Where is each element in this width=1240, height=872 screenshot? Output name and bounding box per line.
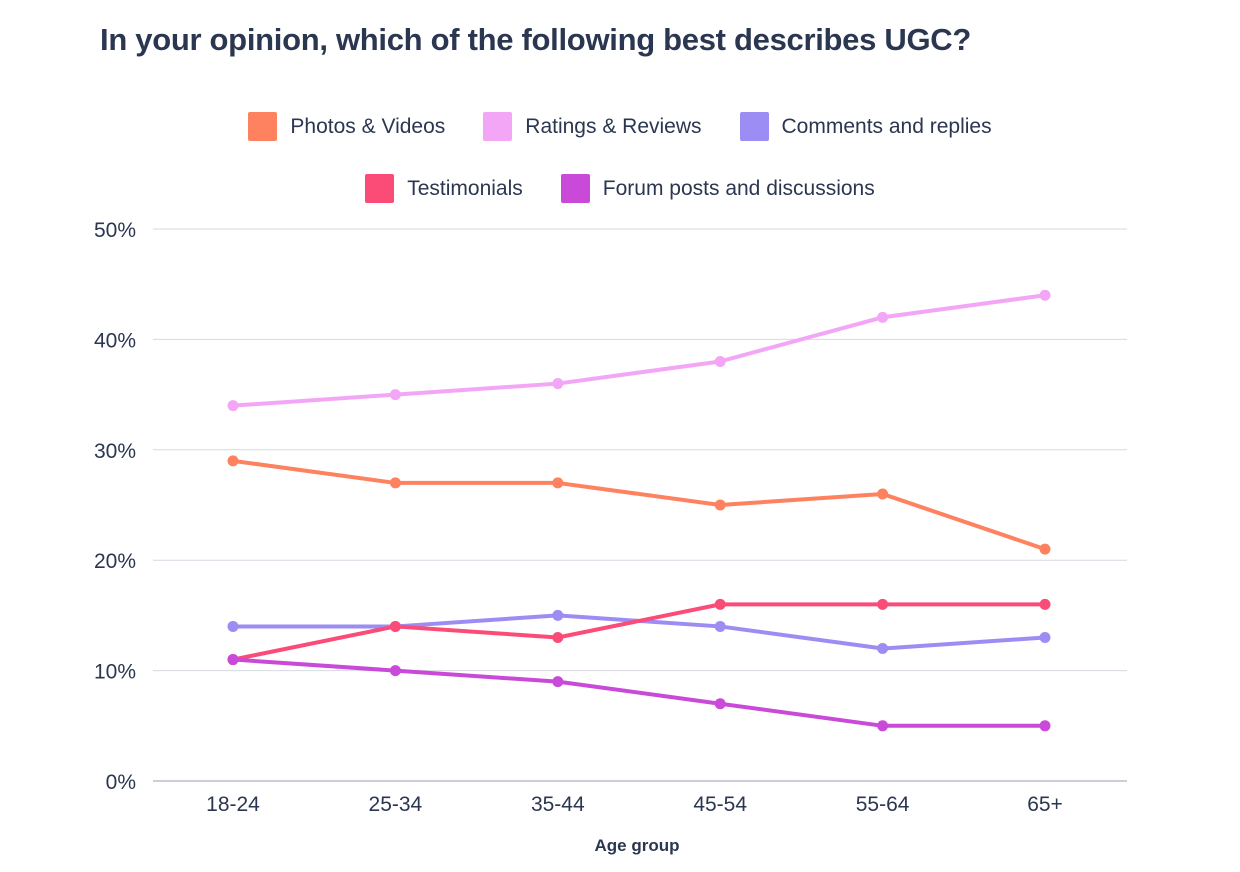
- y-tick-label: 10%: [94, 661, 136, 684]
- legend-row-1: Photos & Videos Ratings & Reviews Commen…: [0, 112, 1240, 141]
- legend-label: Testimonials: [407, 176, 523, 200]
- data-point: [552, 477, 564, 489]
- legend-item-forum-posts[interactable]: Forum posts and discussions: [560, 174, 875, 203]
- data-point: [552, 676, 564, 688]
- data-point: [389, 389, 401, 401]
- x-tick-label: 45-54: [693, 793, 747, 816]
- chart-title: In your opinion, which of the following …: [100, 22, 971, 57]
- legend-swatch: [560, 174, 590, 203]
- legend-label: Comments and replies: [781, 114, 992, 138]
- data-point: [714, 355, 726, 367]
- legend-swatch: [248, 112, 278, 141]
- legend-row-2: Testimonials Forum posts and discussions: [0, 174, 1240, 203]
- x-tick-label: 25-34: [369, 793, 423, 816]
- legend-label: Forum posts and discussions: [602, 176, 875, 200]
- data-point: [714, 698, 726, 710]
- data-point: [1039, 631, 1051, 643]
- data-point: [552, 378, 564, 390]
- x-axis-label: Age group: [595, 836, 680, 855]
- y-tick-label: 0%: [106, 771, 136, 794]
- legend-item-testimonials[interactable]: Testimonials: [365, 174, 523, 203]
- legend-swatch: [365, 174, 395, 203]
- data-point: [877, 598, 889, 610]
- x-tick-label: 35-44: [531, 793, 585, 816]
- data-point: [227, 400, 239, 412]
- legend-item-ratings-reviews[interactable]: Ratings & Reviews: [483, 112, 702, 141]
- series-line: [231, 602, 1047, 662]
- data-point: [389, 477, 401, 489]
- data-point: [877, 488, 889, 500]
- legend-item-comments-replies[interactable]: Comments and replies: [739, 112, 992, 141]
- x-tick-label: 65+: [1027, 793, 1063, 816]
- data-point: [227, 620, 239, 632]
- data-point: [714, 598, 726, 610]
- y-tick-label: 20%: [94, 550, 136, 573]
- data-point: [1039, 543, 1051, 555]
- series-line: [231, 293, 1047, 408]
- series-line: [231, 657, 1047, 728]
- data-point: [389, 665, 401, 677]
- data-point: [714, 620, 726, 632]
- x-tick-label: 18-24: [206, 793, 260, 816]
- data-point: [877, 643, 889, 655]
- y-tick-label: 50%: [94, 219, 136, 242]
- x-tick-label: 55-64: [856, 793, 910, 816]
- data-point: [1039, 289, 1051, 301]
- legend-swatch: [739, 112, 769, 141]
- legend-item-photos-videos[interactable]: Photos & Videos: [248, 112, 445, 141]
- data-point: [552, 609, 564, 621]
- data-point: [227, 654, 239, 666]
- data-point: [389, 620, 401, 632]
- data-point: [877, 720, 889, 732]
- y-tick-label: 40%: [94, 329, 136, 352]
- legend-swatch: [483, 112, 513, 141]
- data-point: [714, 499, 726, 511]
- series-line: [231, 458, 1047, 552]
- data-point: [227, 455, 239, 467]
- data-point: [877, 311, 889, 323]
- data-point: [552, 631, 564, 643]
- data-point: [1039, 720, 1051, 732]
- legend-label: Photos & Videos: [290, 114, 446, 138]
- y-tick-label: 30%: [94, 440, 136, 463]
- legend-label: Ratings & Reviews: [525, 114, 702, 138]
- data-point: [1039, 598, 1051, 610]
